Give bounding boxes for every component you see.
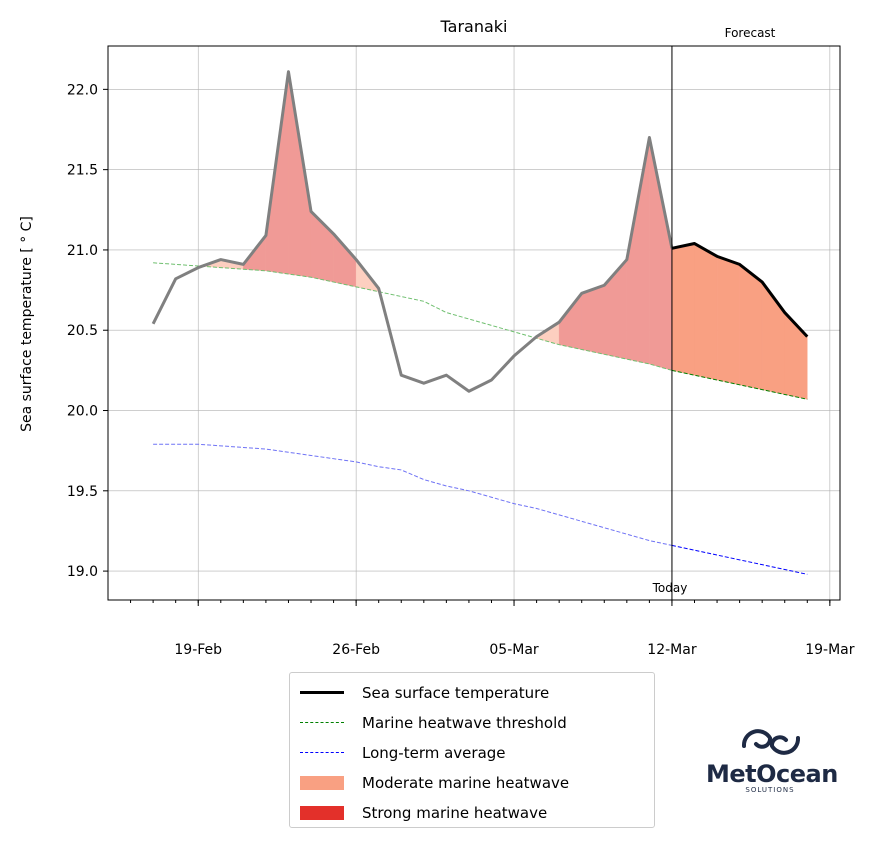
y-tick-label-2: 20.0 <box>67 404 98 420</box>
legend: Sea surface temperature Marine heatwave … <box>289 672 655 828</box>
sst-line-past <box>151 70 674 393</box>
legend-swatch-average <box>300 745 344 761</box>
y-axis-label: Sea surface temperature [ ° C] <box>19 216 35 432</box>
heatwave-fill-6 <box>288 71 312 278</box>
metocean-logo: MetOcean SOLUTIONS <box>706 724 838 796</box>
legend-label-threshold: Marine heatwave threshold <box>362 714 567 732</box>
logo-subtitle: SOLUTIONS <box>745 786 795 794</box>
legend-swatch-threshold <box>300 715 344 731</box>
heatwave-fill-19 <box>581 284 605 355</box>
sst-chart: 19.0 19.5 20.0 20.5 21.0 21.5 22.0 19-Feb 26-Feb… <box>19 17 855 658</box>
plot-frame <box>107 45 841 601</box>
legend-label-average: Long-term average <box>362 744 506 762</box>
legend-swatch-sst <box>300 685 344 701</box>
legend-item-average: Long-term average <box>300 738 644 768</box>
legend-label-moderate: Moderate marine heatwave <box>362 774 570 792</box>
heatwave-fill-22 <box>649 137 673 371</box>
y-tick-label-6: 22.0 <box>67 82 98 98</box>
legend-item-moderate: Moderate marine heatwave <box>300 768 644 798</box>
heatwave-fill-18 <box>558 292 582 350</box>
y-tick-label-1: 19.5 <box>67 484 98 500</box>
x-tick-label-4: 19-Mar <box>805 642 855 658</box>
threshold-line-past <box>153 262 673 371</box>
legend-label-strong: Strong marine heatwave <box>362 804 548 822</box>
heatwave-fill-23 <box>671 243 695 376</box>
today-label: Today <box>652 581 688 595</box>
wave-logo-icon <box>742 729 800 755</box>
chart-title: Taranaki <box>440 17 508 36</box>
sst-line-forecast <box>671 242 809 338</box>
heatwave-fill-24 <box>694 243 718 381</box>
x-tick-label-3: 12-Mar <box>647 642 697 658</box>
average-line-forecast <box>671 544 808 575</box>
legend-item-strong: Strong marine heatwave <box>300 798 644 828</box>
heatwave-fill-25 <box>716 256 740 386</box>
legend-swatch-moderate <box>300 776 344 790</box>
series-lines <box>151 70 809 575</box>
heatwave-fill-8 <box>333 233 357 288</box>
forecast-label: Forecast <box>725 26 776 40</box>
average-line-past <box>153 443 673 546</box>
legend-swatch-strong <box>300 806 344 820</box>
legend-item-threshold: Marine heatwave threshold <box>300 708 644 738</box>
y-tick-label-3: 20.5 <box>67 323 98 339</box>
heatwave-fill-26 <box>739 263 763 390</box>
legend-item-sst: Sea surface temperature <box>300 678 644 708</box>
axes: 19.0 19.5 20.0 20.5 21.0 21.5 22.0 19-Feb 26-Feb… <box>67 45 855 658</box>
legend-label-sst: Sea surface temperature <box>362 684 550 702</box>
x-tick-label-2: 05-Mar <box>489 642 539 658</box>
logo-wordmark: MetOcean <box>706 760 838 788</box>
heatwave-fill-21 <box>626 137 650 365</box>
heatwave-fills <box>201 71 808 400</box>
threshold-line-forecast <box>671 369 808 400</box>
y-tick-label-5: 21.5 <box>67 163 98 179</box>
y-tick-label-4: 21.0 <box>67 243 98 259</box>
y-tick-label-0: 19.0 <box>67 564 98 580</box>
x-tick-label-0: 19-Feb <box>174 642 222 658</box>
x-tick-label-1: 26-Feb <box>332 642 380 658</box>
